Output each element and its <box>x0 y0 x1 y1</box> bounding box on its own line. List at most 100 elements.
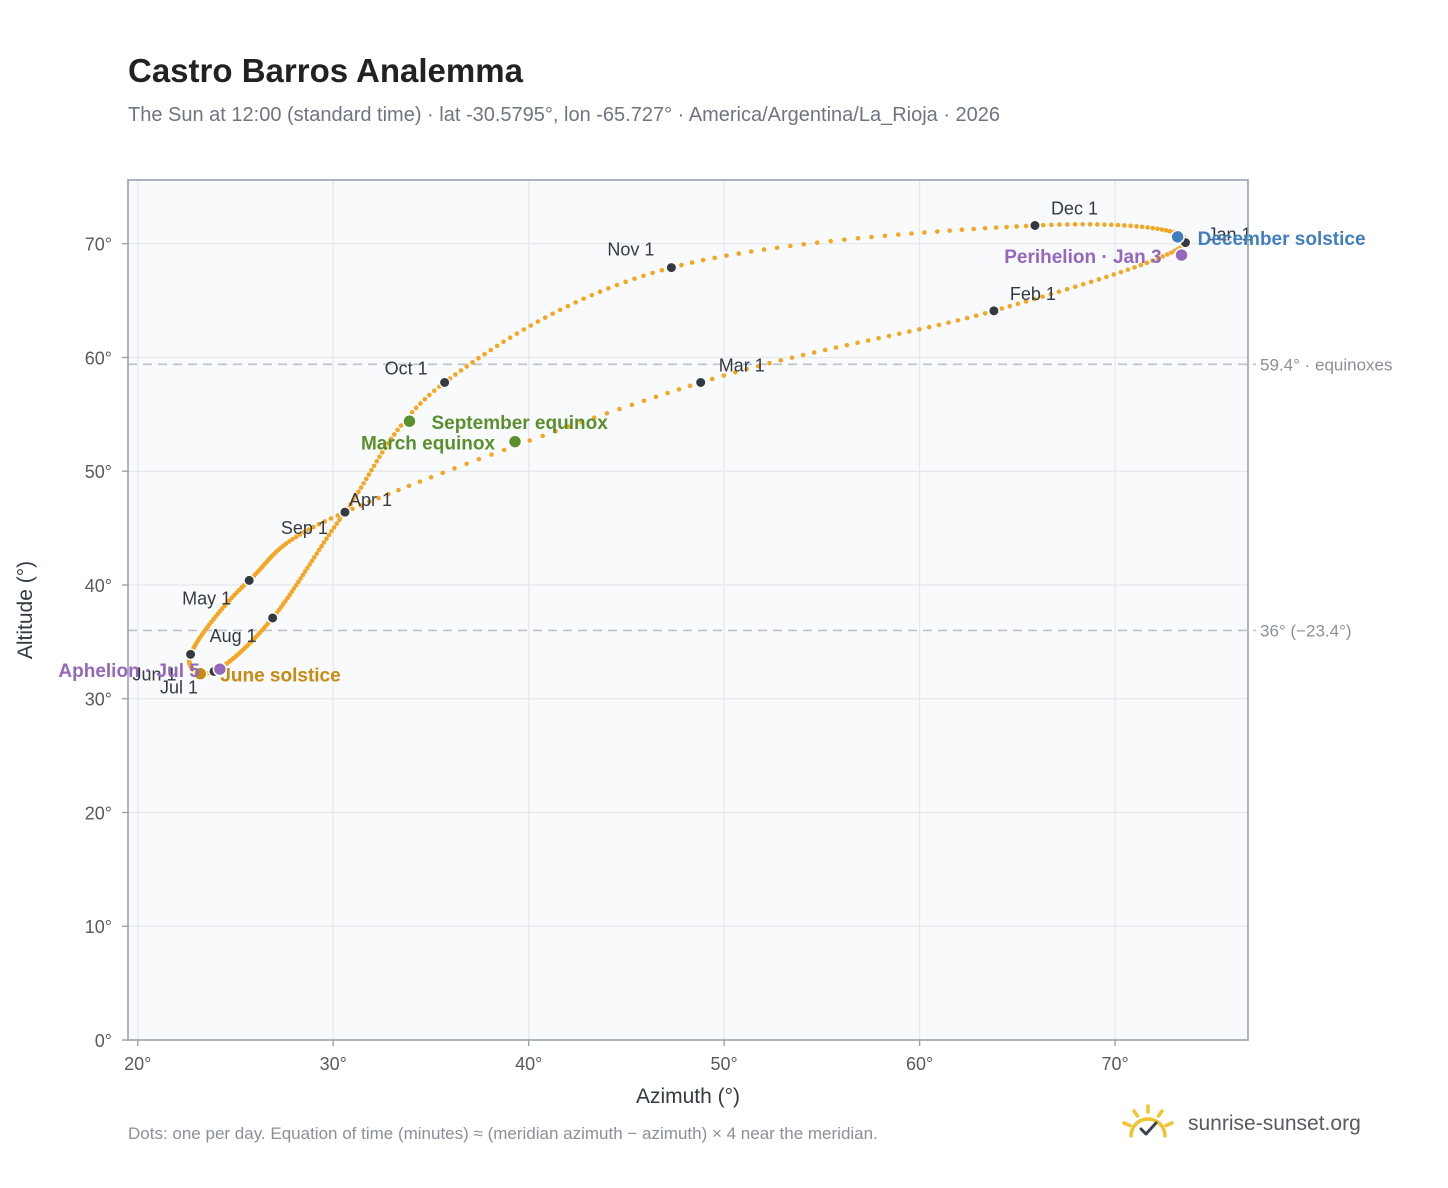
daily-dot <box>1102 222 1107 227</box>
y-tick-label: 20° <box>85 803 112 823</box>
daily-dot <box>291 586 297 591</box>
event-marker-dot <box>402 413 417 429</box>
daily-dot <box>606 286 611 291</box>
daily-dot <box>452 466 457 471</box>
event-marker-label: Aphelion · Jul 5 <box>58 661 200 682</box>
daily-dot <box>1048 291 1054 297</box>
daily-dot <box>314 551 320 556</box>
daily-dot <box>895 232 901 237</box>
daily-dot <box>774 245 780 251</box>
daily-dot <box>453 372 458 377</box>
event-marker-label: September equinox <box>431 413 608 434</box>
daily-dot <box>307 562 312 567</box>
daily-dot <box>409 409 415 415</box>
daily-dot <box>855 340 860 346</box>
month-marker-label: Aug 1 <box>210 626 257 646</box>
daily-dot <box>822 347 828 353</box>
daily-dot <box>1095 222 1100 227</box>
event-marker-label: March equinox <box>361 434 496 455</box>
daily-dot <box>527 438 533 443</box>
daily-dot <box>300 572 306 578</box>
daily-dot <box>1023 299 1029 304</box>
month-marker-dot <box>243 574 256 587</box>
daily-dot <box>947 228 953 233</box>
daily-dot <box>542 315 548 320</box>
daily-dot <box>1125 267 1131 273</box>
x-axis-label: Azimuth (°) <box>636 1085 740 1108</box>
daily-dot <box>1150 258 1155 263</box>
daily-dot <box>971 226 976 232</box>
daily-dot <box>326 532 332 538</box>
daily-dot <box>1115 222 1121 228</box>
daily-dot <box>579 419 584 425</box>
daily-dot <box>833 345 839 350</box>
daily-dot <box>350 506 355 512</box>
daily-dot <box>1004 224 1009 230</box>
daily-dot <box>464 461 469 467</box>
daily-dot <box>301 529 307 535</box>
reference-line-label: 36° (−23.4°) <box>1260 621 1352 640</box>
event-marker-label: June solstice <box>220 666 340 687</box>
daily-dot <box>377 454 382 460</box>
x-tick-label: 70° <box>1101 1054 1128 1074</box>
daily-dot <box>1080 281 1086 287</box>
daily-dot <box>1049 222 1054 228</box>
daily-dot <box>1138 262 1144 268</box>
daily-dot <box>422 396 428 402</box>
daily-dot <box>869 234 874 240</box>
y-axis-label: Altitude (°) <box>14 561 37 659</box>
event-marker-label: Perihelion · Jan 3 <box>1004 247 1161 268</box>
daily-dot <box>557 307 563 313</box>
daily-dot <box>801 241 806 247</box>
daily-dot <box>788 243 793 249</box>
daily-dot <box>528 323 534 328</box>
daily-dot <box>290 536 295 542</box>
daily-dot <box>293 534 299 540</box>
brand-logo[interactable]: sunrise-sunset.org <box>1120 1102 1361 1146</box>
daily-dot <box>353 493 359 499</box>
daily-dot <box>367 499 372 505</box>
daily-dot <box>321 540 327 545</box>
daily-dot <box>926 324 932 330</box>
daily-dot <box>458 368 464 373</box>
daily-dot <box>324 536 329 542</box>
daily-dot <box>1031 296 1037 302</box>
daily-dot <box>946 320 951 325</box>
daily-dot <box>431 388 437 394</box>
daily-dot <box>350 497 356 503</box>
daily-dot <box>1139 224 1145 230</box>
daily-dot <box>427 392 432 398</box>
event-marker-dot <box>1174 247 1189 263</box>
daily-dot <box>417 479 423 484</box>
daily-dot <box>676 387 682 392</box>
daily-dot <box>388 436 394 442</box>
daily-dot <box>476 355 481 361</box>
chart-subtitle: The Sun at 12:00 (standard time) · lat -… <box>128 104 1001 126</box>
daily-dot <box>1128 223 1133 229</box>
daily-dot <box>382 445 388 451</box>
daily-dot <box>501 339 506 345</box>
daily-dot <box>1080 222 1085 227</box>
daily-dot <box>573 300 578 305</box>
daily-dot <box>617 406 622 412</box>
daily-dot <box>1134 224 1139 229</box>
daily-dot <box>396 487 401 493</box>
daily-dot <box>489 452 494 457</box>
daily-dot <box>550 311 555 317</box>
daily-dot <box>982 310 988 316</box>
event-marker-dot <box>1170 229 1185 245</box>
daily-dot <box>865 338 871 343</box>
daily-dot <box>689 260 695 265</box>
sun-logo-icon <box>1122 1104 1174 1138</box>
daily-dot <box>413 405 419 411</box>
daily-dot <box>553 428 558 434</box>
daily-dot <box>289 589 295 595</box>
daily-dot <box>334 521 340 526</box>
month-marker-label: Dec 1 <box>1051 199 1098 219</box>
month-marker-dot <box>1029 219 1041 232</box>
chart-title: Castro Barros Analemma <box>128 52 523 89</box>
daily-dot <box>1072 284 1078 290</box>
daily-dot <box>733 370 738 375</box>
daily-dot <box>778 358 784 363</box>
